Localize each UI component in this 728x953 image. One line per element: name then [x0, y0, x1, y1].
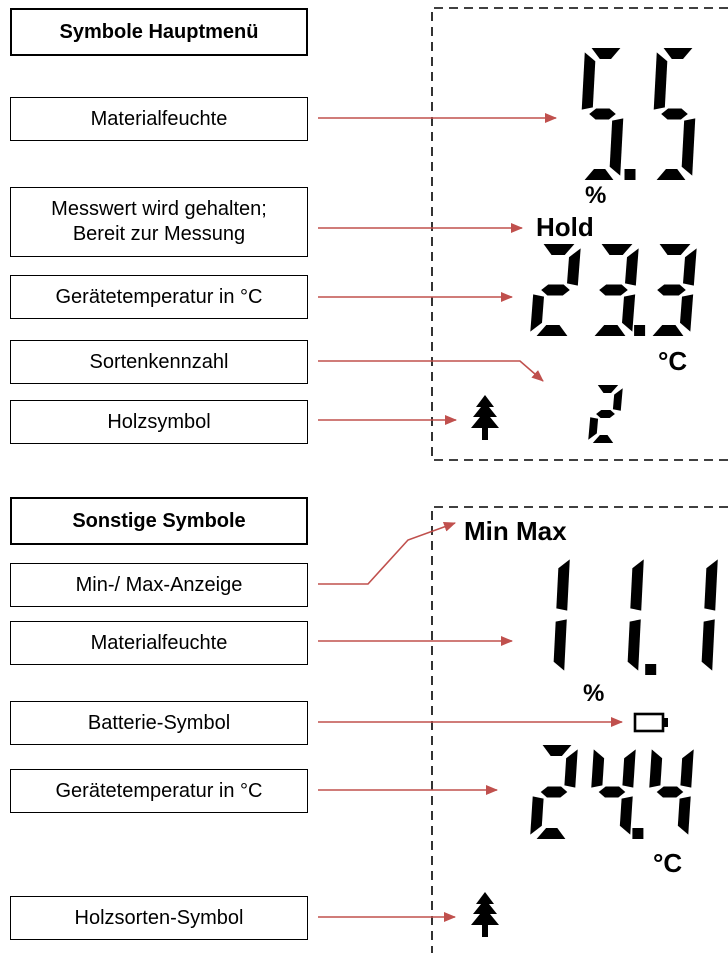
- temperature-2-decimal-point: [632, 828, 644, 839]
- tree-icon: [471, 395, 499, 440]
- label-text: Min-/ Max-Anzeige: [75, 573, 243, 596]
- temperature-2-digit-2: [649, 749, 694, 835]
- temp-unit-2: °C: [653, 848, 683, 878]
- temperature-1-decimal-point: [634, 325, 646, 336]
- label-minmax: Min-/ Max-Anzeige: [10, 563, 308, 607]
- label-text: Gerätetemperatur in °C: [55, 779, 263, 802]
- label-text: Sortenkennzahl: [89, 350, 229, 373]
- arrow-minmax: [318, 522, 456, 585]
- moisture-1-digit-0: [581, 48, 624, 180]
- label-materialfeuchte-1: Materialfeuchte: [10, 97, 308, 141]
- section1-title-text: Symbole Hauptmenü: [59, 20, 259, 43]
- display-frame-1: [431, 7, 728, 461]
- display-frame-2: [431, 506, 728, 953]
- temperature-1-digit-2: [652, 244, 697, 336]
- arrow-sortenkennzahl: [318, 360, 544, 382]
- label-text: Holzsymbol: [107, 410, 211, 433]
- temp-unit-1: °C: [658, 346, 688, 376]
- moisture-2-digit-1: [627, 559, 644, 671]
- label-text: Gerätetemperatur in °C: [55, 285, 263, 308]
- moisture-unit-1: %: [585, 182, 607, 209]
- label-text: Holzsorten-Symbol: [74, 906, 244, 929]
- section2-title-text: Sonstige Symbole: [72, 509, 246, 532]
- species-code-digit-0: [588, 385, 623, 443]
- moisture-2-digit-2: [701, 559, 718, 671]
- temperature-1-digit-0: [530, 244, 581, 336]
- label-battery: Batterie-Symbol: [10, 701, 308, 745]
- lcd-digits: [530, 48, 718, 839]
- label-temperature-2: Gerätetemperatur in °C: [10, 769, 308, 813]
- label-text: Materialfeuchte: [90, 107, 228, 130]
- temperature-1-digit-1: [594, 244, 639, 336]
- temperature-2-digit-0: [530, 745, 578, 839]
- section2-title: Sonstige Symbole: [10, 497, 308, 545]
- label-holzsorten: Holzsorten-Symbol: [10, 896, 308, 940]
- moisture-unit-2: %: [583, 680, 605, 707]
- temperature-2-digit-1: [591, 749, 636, 835]
- label-holzsymbol: Holzsymbol: [10, 400, 308, 444]
- hold-indicator: Hold: [536, 212, 594, 242]
- moisture-2-digit-0: [553, 559, 570, 671]
- moisture-2-decimal-point: [645, 664, 657, 675]
- label-materialfeuchte-2: Materialfeuchte: [10, 621, 308, 665]
- label-sortenkennzahl: Sortenkennzahl: [10, 340, 308, 384]
- battery-icon: [633, 712, 668, 733]
- label-text: Messwert wird gehalten; Bereit zur Messu…: [51, 198, 267, 245]
- minmax-indicator: Min Max: [464, 516, 567, 546]
- wood-species-tree-icon: [471, 892, 499, 937]
- label-text: Materialfeuchte: [90, 631, 228, 654]
- moisture-1-digit-1: [653, 48, 696, 180]
- section1-title: Symbole Hauptmenü: [10, 8, 308, 56]
- label-hold: Messwert wird gehalten; Bereit zur Messu…: [10, 187, 308, 257]
- label-text: Batterie-Symbol: [87, 711, 231, 734]
- moisture-1-decimal-point: [624, 169, 636, 180]
- label-temperature-1: Gerätetemperatur in °C: [10, 275, 308, 319]
